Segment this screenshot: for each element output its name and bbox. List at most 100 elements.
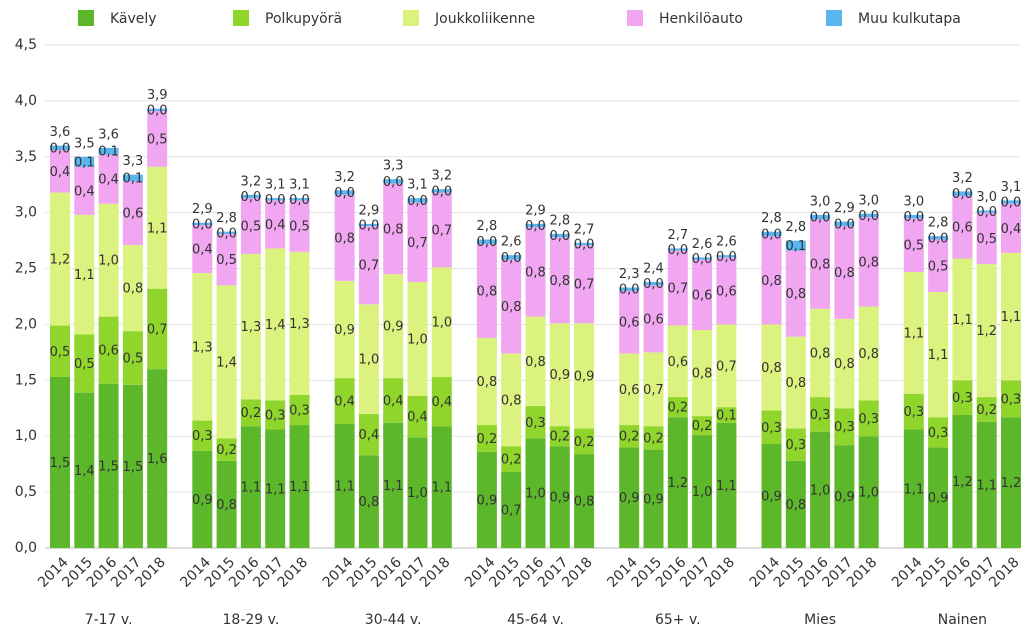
- bar-segment: [192, 450, 213, 548]
- bar-segment: [122, 245, 143, 332]
- bar-segment: [476, 337, 497, 426]
- value-label: 0,0: [431, 184, 452, 199]
- total-label: 3,0: [976, 190, 997, 205]
- bar-segment: [334, 423, 355, 548]
- bar-segment: [192, 224, 213, 274]
- value-label: 0,8: [785, 287, 806, 302]
- value-label: 1,1: [289, 480, 310, 495]
- bar-segment: [976, 210, 997, 213]
- bar-segment: [265, 200, 286, 249]
- value-label: 0,8: [359, 495, 380, 510]
- value-label: 0,0: [50, 141, 71, 156]
- bar-segment: [501, 255, 522, 260]
- bar-segment: [834, 226, 855, 319]
- value-label: 0,5: [147, 132, 168, 147]
- bar-segment: [407, 437, 428, 548]
- total-label: 3,1: [289, 178, 310, 193]
- value-label: 0,6: [692, 288, 713, 303]
- value-label: 0,3: [785, 438, 806, 453]
- bar-segment: [692, 259, 713, 331]
- value-label: 1,3: [192, 340, 213, 355]
- bar-segment: [858, 400, 879, 437]
- bar-segment: [858, 217, 879, 307]
- bar-segment: [431, 376, 452, 427]
- total-label: 2,9: [192, 202, 213, 217]
- value-label: 0,0: [810, 211, 831, 226]
- bar-segment: [761, 324, 782, 411]
- bar-segment: [501, 471, 522, 548]
- bar-segment: [667, 248, 688, 251]
- bar-segment: [643, 285, 664, 353]
- value-label: 0,1: [74, 155, 95, 170]
- bar-segment: [289, 251, 310, 395]
- value-label: 0,2: [216, 443, 237, 458]
- legend-label: Muu kulkutapa: [858, 11, 961, 27]
- bar-segment: [74, 334, 95, 393]
- bar-segment: [216, 231, 237, 234]
- bar-segment: [785, 250, 806, 337]
- total-label: 3,0: [810, 194, 831, 209]
- bar-segment: [1001, 380, 1021, 418]
- bar-segment: [619, 353, 640, 426]
- value-label: 1,0: [692, 485, 713, 500]
- value-label: 0,5: [976, 232, 997, 247]
- value-label: 1,0: [98, 254, 119, 269]
- value-label: 0,5: [241, 220, 262, 235]
- bar-segment: [785, 336, 806, 429]
- bar-segment: [407, 281, 428, 396]
- legend-swatch: [78, 10, 94, 26]
- value-label: 1,1: [976, 478, 997, 493]
- bar-segment: [431, 267, 452, 377]
- value-label: 0,6: [716, 284, 737, 299]
- group-label: 30-44 v.: [365, 612, 422, 628]
- value-label: 0,0: [928, 231, 949, 246]
- value-label: 1,2: [952, 475, 973, 490]
- bar-segment: [192, 420, 213, 451]
- value-label: 0,4: [431, 395, 452, 410]
- bar-segment: [216, 460, 237, 548]
- bar-segment: [216, 438, 237, 461]
- bar-segment: [147, 288, 168, 370]
- value-label: 0,5: [74, 357, 95, 372]
- bar-segment: [692, 257, 713, 260]
- bar-segment: [122, 384, 143, 548]
- value-label: 0,0: [192, 217, 213, 232]
- bar-segment: [122, 331, 143, 385]
- total-label: 2,8: [928, 216, 949, 231]
- legend-label: Henkilöauto: [659, 11, 743, 27]
- value-label: 0,3: [192, 429, 213, 444]
- value-label: 0,0: [501, 251, 522, 266]
- value-label: 0,7: [667, 282, 688, 297]
- value-label: 0,3: [525, 416, 546, 431]
- bar-segment: [858, 213, 879, 218]
- total-label: 3,3: [383, 159, 404, 174]
- value-label: 1,5: [98, 459, 119, 474]
- value-label: 0,0: [1001, 196, 1022, 211]
- bar-segment: [334, 280, 355, 379]
- bar-segment: [50, 325, 70, 377]
- bar-segment: [810, 397, 831, 432]
- bar-segment: [716, 324, 737, 408]
- group-label: 18-29 v.: [223, 612, 280, 628]
- value-label: 0,3: [265, 408, 286, 423]
- value-label: 1,0: [359, 353, 380, 368]
- bar-segment: [383, 183, 404, 275]
- bar-segment: [619, 290, 640, 354]
- value-label: 1,1: [903, 482, 924, 497]
- bar-segment: [549, 323, 570, 427]
- value-label: 0,6: [952, 221, 973, 236]
- value-label: 0,5: [50, 345, 71, 360]
- legend-label: Kävely: [110, 11, 157, 27]
- bar-segment: [858, 436, 879, 548]
- value-label: 0,0: [643, 277, 664, 292]
- value-label: 0,8: [525, 355, 546, 370]
- legend-swatch: [403, 10, 419, 26]
- value-label: 0,0: [858, 209, 879, 224]
- bar-segment: [716, 407, 737, 423]
- group-label: 7-17 v.: [85, 612, 133, 628]
- y-tick-label: 0,0: [15, 540, 37, 556]
- value-label: 1,3: [289, 317, 310, 332]
- value-label: 0,8: [858, 347, 879, 362]
- value-label: 0,8: [761, 274, 782, 289]
- value-label: 1,0: [810, 483, 831, 498]
